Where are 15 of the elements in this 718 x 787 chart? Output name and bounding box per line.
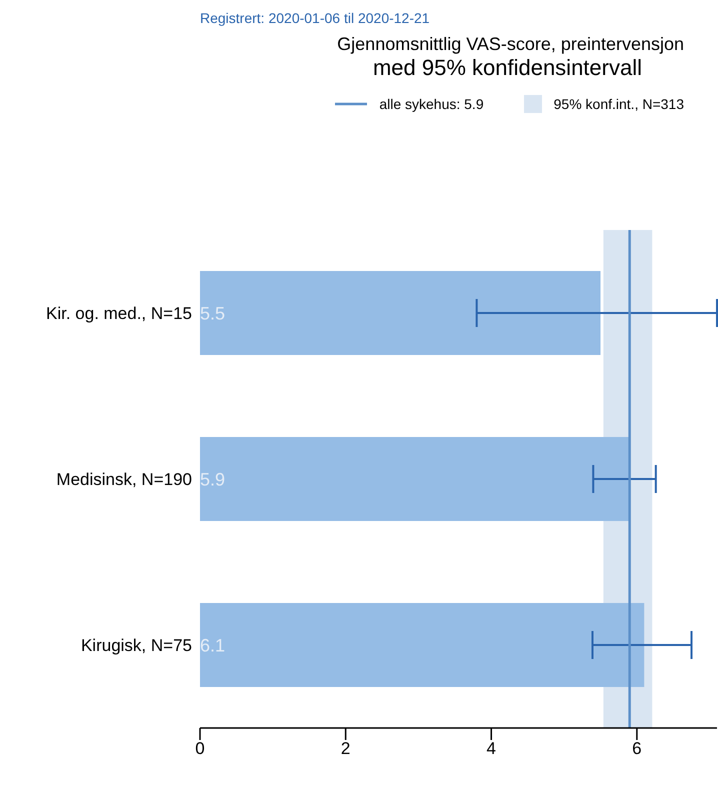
y-tick-label: Kirugisk, N=75 [80, 636, 192, 656]
chart-title: Gjennomsnittlig VAS-score, preintervensjon [336, 34, 684, 55]
text: Registrert: 2020-01-06 til 2020-12-21 [200, 10, 431, 26]
y-tick-label: Medisinsk, N=190 [56, 470, 192, 490]
legend-label: 95% konf.int., N=313 [554, 96, 684, 112]
y-tick-label: Kir. og. med., N=15 [46, 304, 192, 324]
x-tick-label: 0 [195, 739, 205, 758]
data-label: 5.5 [200, 303, 226, 324]
data-label: 5.9 [200, 469, 226, 490]
x-tick-label: 2 [340, 739, 350, 758]
data-label: 6.1 [200, 635, 226, 656]
x-tick-label: 4 [486, 739, 496, 758]
chart-subtitle: med 95% konfidensintervall [372, 55, 643, 81]
legend-label: alle sykehus: 5.9 [379, 96, 484, 112]
x-tick-label: 6 [632, 739, 642, 758]
